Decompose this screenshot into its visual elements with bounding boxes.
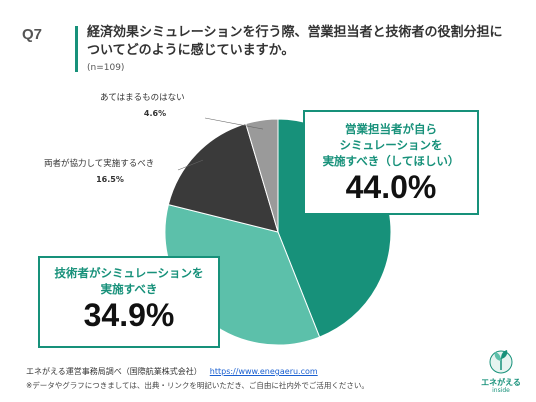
slice-both-cooperate [167,123,279,233]
question-number: Q7 [22,26,43,43]
leader-none-applies [204,117,264,130]
callout-sales-value: 44.0% [345,169,437,205]
source-link[interactable]: https://www.enegaeru.com [209,367,318,376]
enegaeru-logo: エネがえる inside [478,346,524,396]
callout-tech-label: 技術者がシミュレーションを 実施すべき [54,266,204,296]
label-both-cooperate: 両者が協力して実施するべき [44,159,155,169]
question-title: 経済効果シミュレーションを行う際、営業担当者と技術者の役割分担についてどのように… [87,25,503,58]
label-none-applies: あてはまるものはない [100,93,185,103]
slice-none-applies [245,118,279,233]
callout-sales-label: 営業担当者が自ら シミュレーションを 実施すべき（してほしい） [322,122,460,168]
leader-both-cooperate [177,159,204,171]
footer-note: ※データやグラフにつきましては、出典・リンクを明記いただき、ご自由に社内外でご活… [26,381,369,390]
value-both-cooperate: 16.5% [96,175,124,184]
title-accent-bar [75,26,78,72]
source-text: エネがえる運営事務局調べ（国際航業株式会社） [26,367,202,376]
callout-engineers: 技術者がシミュレーションを 実施すべき 34.9% [38,256,220,348]
footer-source: エネがえる運営事務局調べ（国際航業株式会社） https://www.enegae… [26,366,318,377]
logo-name: エネがえる [481,378,521,387]
sample-size: (n=109) [87,63,125,73]
leaf-logo-icon [489,350,513,374]
logo-sub: inside [492,387,510,394]
callout-tech-value: 34.9% [83,297,175,333]
value-none-applies: 4.6% [143,109,167,118]
callout-sales-staff: 営業担当者が自ら シミュレーションを 実施すべき（してほしい） 44.0% [303,110,479,215]
